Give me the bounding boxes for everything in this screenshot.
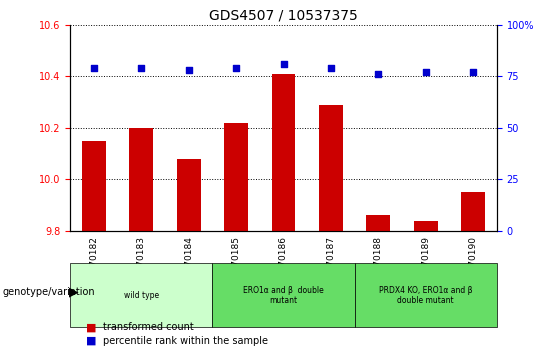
Bar [82,141,106,231]
Bar [367,216,390,231]
Point [374,72,383,77]
Text: PRDX4 KO, ERO1α and β
double mutant: PRDX4 KO, ERO1α and β double mutant [379,286,472,305]
Text: ▶: ▶ [69,286,79,298]
Point [327,65,335,71]
Bar [414,221,437,231]
Point [279,61,288,67]
Text: transformed count: transformed count [103,322,193,332]
FancyBboxPatch shape [355,263,497,327]
Text: ■: ■ [86,336,97,346]
Bar [130,128,153,231]
Point [137,65,146,71]
Point [90,65,98,71]
Text: percentile rank within the sample: percentile rank within the sample [103,336,268,346]
Bar [177,159,200,231]
Bar [272,74,295,231]
Point [184,67,193,73]
Text: wild type: wild type [124,291,159,300]
Bar [319,105,343,231]
Point [421,69,430,75]
FancyBboxPatch shape [212,263,355,327]
Title: GDS4507 / 10537375: GDS4507 / 10537375 [209,8,358,22]
Bar [461,192,485,231]
Point [469,69,477,75]
Text: ■: ■ [86,322,97,332]
Text: genotype/variation: genotype/variation [3,287,96,297]
Bar [224,123,248,231]
Text: ERO1α and β  double
mutant: ERO1α and β double mutant [243,286,324,305]
Point [232,65,240,71]
FancyBboxPatch shape [70,263,212,327]
